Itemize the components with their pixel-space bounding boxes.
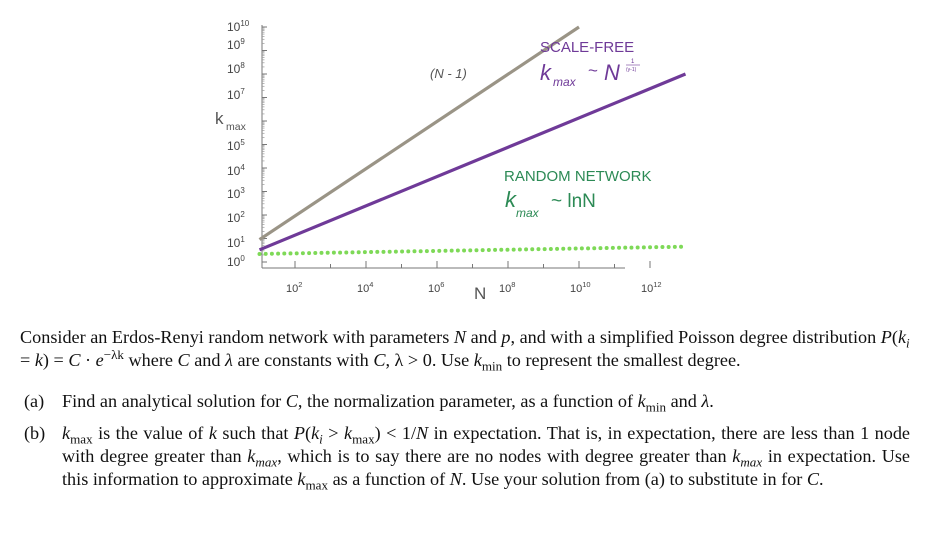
- random-k-sub: max: [516, 206, 540, 220]
- x-tick-label: 108: [499, 280, 515, 295]
- series-lines: [257, 25, 688, 256]
- y-axis-label: k: [215, 109, 224, 128]
- y-axis-tick-labels: 1010 109 108 107 105 104 103 102 101 100: [227, 19, 250, 269]
- x-axis-label: N: [474, 284, 486, 303]
- scale-free-line: [258, 72, 687, 252]
- y-tick-label: 101: [227, 235, 245, 250]
- scale-free-exp-den: (γ-1): [626, 67, 637, 73]
- part-a-marker: (a): [24, 391, 45, 411]
- part-b-marker: (b): [24, 423, 46, 443]
- y-tick-label: 100: [227, 254, 245, 269]
- scale-free-k-sub: max: [553, 75, 577, 89]
- part-b-text: kmax is the value of k such that P(ki > …: [62, 423, 910, 493]
- y-tick-label: 107: [227, 87, 245, 102]
- x-tick-label: 102: [286, 280, 302, 295]
- part-a: (a) Find an analytical solution for C, t…: [24, 390, 910, 415]
- random-rhs: ~ lnN: [551, 191, 596, 212]
- linear-n-minus-1-line: [258, 25, 580, 241]
- y-tick-label: 102: [227, 210, 245, 225]
- degree-distribution-formula: P(ki = k) = C · e−λk: [20, 327, 910, 370]
- y-tick-label: 109: [227, 37, 245, 52]
- y-tick-label: 103: [227, 186, 245, 201]
- y-tick-label: 104: [227, 163, 245, 178]
- scale-free-exp-num: 1: [631, 59, 635, 65]
- scale-free-title: SCALE-FREE: [540, 39, 634, 56]
- random-network-title: RANDOM NETWORK: [504, 168, 652, 185]
- x-tick-label: 1012: [641, 280, 662, 295]
- random-network-line: [257, 244, 688, 256]
- y-axis-label-sub: max: [226, 121, 247, 133]
- scale-free-tilde: ~: [588, 61, 598, 80]
- scale-free-n: N: [604, 60, 620, 85]
- y-tick-label: 108: [227, 61, 245, 76]
- y-tick-label: 1010: [227, 19, 250, 34]
- x-tick-label: 104: [357, 280, 373, 295]
- random-k: k: [505, 187, 517, 212]
- part-b: (b) kmax is the value of k such that P(k…: [24, 422, 910, 493]
- part-a-text: Find an analytical solution for C, the n…: [62, 391, 714, 415]
- x-tick-label: 1010: [570, 280, 591, 295]
- y-tick-label: 105: [227, 138, 245, 153]
- linear-label: (N - 1): [430, 66, 467, 81]
- figure: 1010 109 108 107 105 104 103 102 101 100 102 104 10…: [215, 19, 688, 303]
- y-axis: [261, 25, 267, 268]
- x-tick-label: 106: [428, 280, 444, 295]
- problem-intro: Consider an Erdos-Renyi random network w…: [20, 327, 910, 374]
- x-axis: [262, 261, 651, 269]
- problem-parts: (a) Find an analytical solution for C, t…: [24, 390, 910, 493]
- scale-free-k: k: [540, 60, 552, 85]
- problem-text: Consider an Erdos-Renyi random network w…: [20, 326, 910, 500]
